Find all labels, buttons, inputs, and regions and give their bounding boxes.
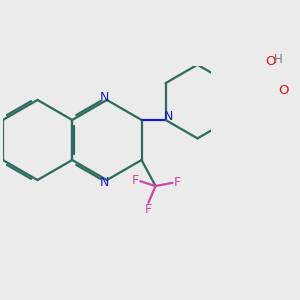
Text: F: F <box>174 176 181 188</box>
Text: H: H <box>274 52 282 66</box>
Text: N: N <box>100 176 110 188</box>
Text: F: F <box>132 174 139 187</box>
Text: N: N <box>164 110 173 123</box>
Text: N: N <box>100 92 110 104</box>
Text: O: O <box>265 55 275 68</box>
Text: F: F <box>145 203 152 216</box>
Text: O: O <box>278 84 289 97</box>
